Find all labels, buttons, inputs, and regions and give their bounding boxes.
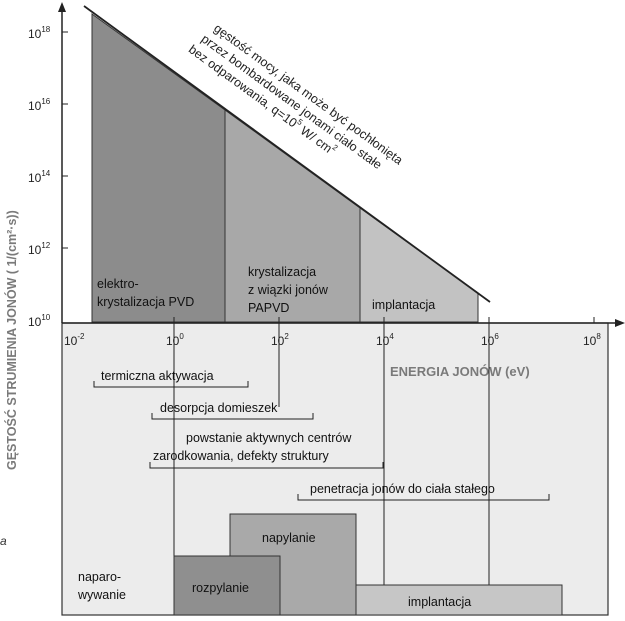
- region-elektro-label-1: elektro-: [97, 277, 139, 291]
- region-elektro-label-2: krystalizacja PVD: [97, 295, 194, 309]
- process-termiczna: termiczna aktywacja: [101, 369, 214, 383]
- label-naparowywanie-1: naparo-: [78, 570, 121, 584]
- region-papvd-label-1: krystalizacja: [248, 265, 316, 279]
- process-penetracja: penetracja jonów do ciała stałego: [310, 482, 495, 496]
- label-rozpylanie: rozpylanie: [192, 581, 249, 595]
- label-napylanie: napylanie: [262, 531, 316, 545]
- power-density-line: [83, 5, 491, 303]
- x-tick-label: 10-2: [64, 332, 85, 348]
- side-mark: a: [0, 534, 7, 548]
- process-powstanie-1: powstanie aktywnych centrów: [186, 431, 352, 445]
- bracket-termiczna: [93, 381, 249, 388]
- region-papvd-label-3: PAPVD: [248, 301, 289, 315]
- y-tick-label: 1016: [28, 97, 51, 113]
- label-naparowywanie-2: wywanie: [77, 588, 126, 602]
- x-axis-label: ENERGIA JONÓW (eV): [390, 364, 530, 379]
- x-tick-label: 108: [583, 332, 601, 348]
- box-implantacja: [355, 584, 563, 616]
- process-brackets: [93, 381, 550, 501]
- region-implantacja-label: implantacja: [372, 298, 435, 312]
- region-papvd-label-2: z wiązki jonów: [248, 283, 329, 297]
- box-rozpylanie: [173, 555, 281, 616]
- process-drop-lines: [173, 323, 490, 585]
- label-implantacja: implantacja: [408, 595, 471, 609]
- process-desorpcja: desorpcja domieszek: [160, 401, 278, 415]
- bracket-powstanie: [149, 462, 384, 469]
- x-tick-label: 100: [166, 332, 184, 348]
- x-axis-arrow: [615, 319, 625, 327]
- y-tick-label: 1010: [28, 313, 51, 329]
- bracket-desorpcja: [151, 413, 314, 420]
- y-tick-label: 1014: [28, 169, 51, 185]
- y-tick-label: 1018: [28, 25, 51, 41]
- y-ticks: [62, 31, 68, 249]
- y-tick-label: 1012: [28, 241, 51, 257]
- process-powstanie-2: zarodkowania, defekty struktury: [153, 449, 330, 463]
- y-axis-label: GĘSTOŚĆ STRUMIENIA JONÓW ( 1/(cm²·s)): [4, 210, 19, 470]
- x-ticks: [173, 317, 595, 323]
- x-tick-label: 106: [481, 332, 499, 348]
- y-axis-arrow: [58, 2, 66, 12]
- bracket-penetracja: [297, 494, 550, 501]
- x-tick-label: 104: [376, 332, 394, 348]
- x-tick-label: 102: [271, 332, 289, 348]
